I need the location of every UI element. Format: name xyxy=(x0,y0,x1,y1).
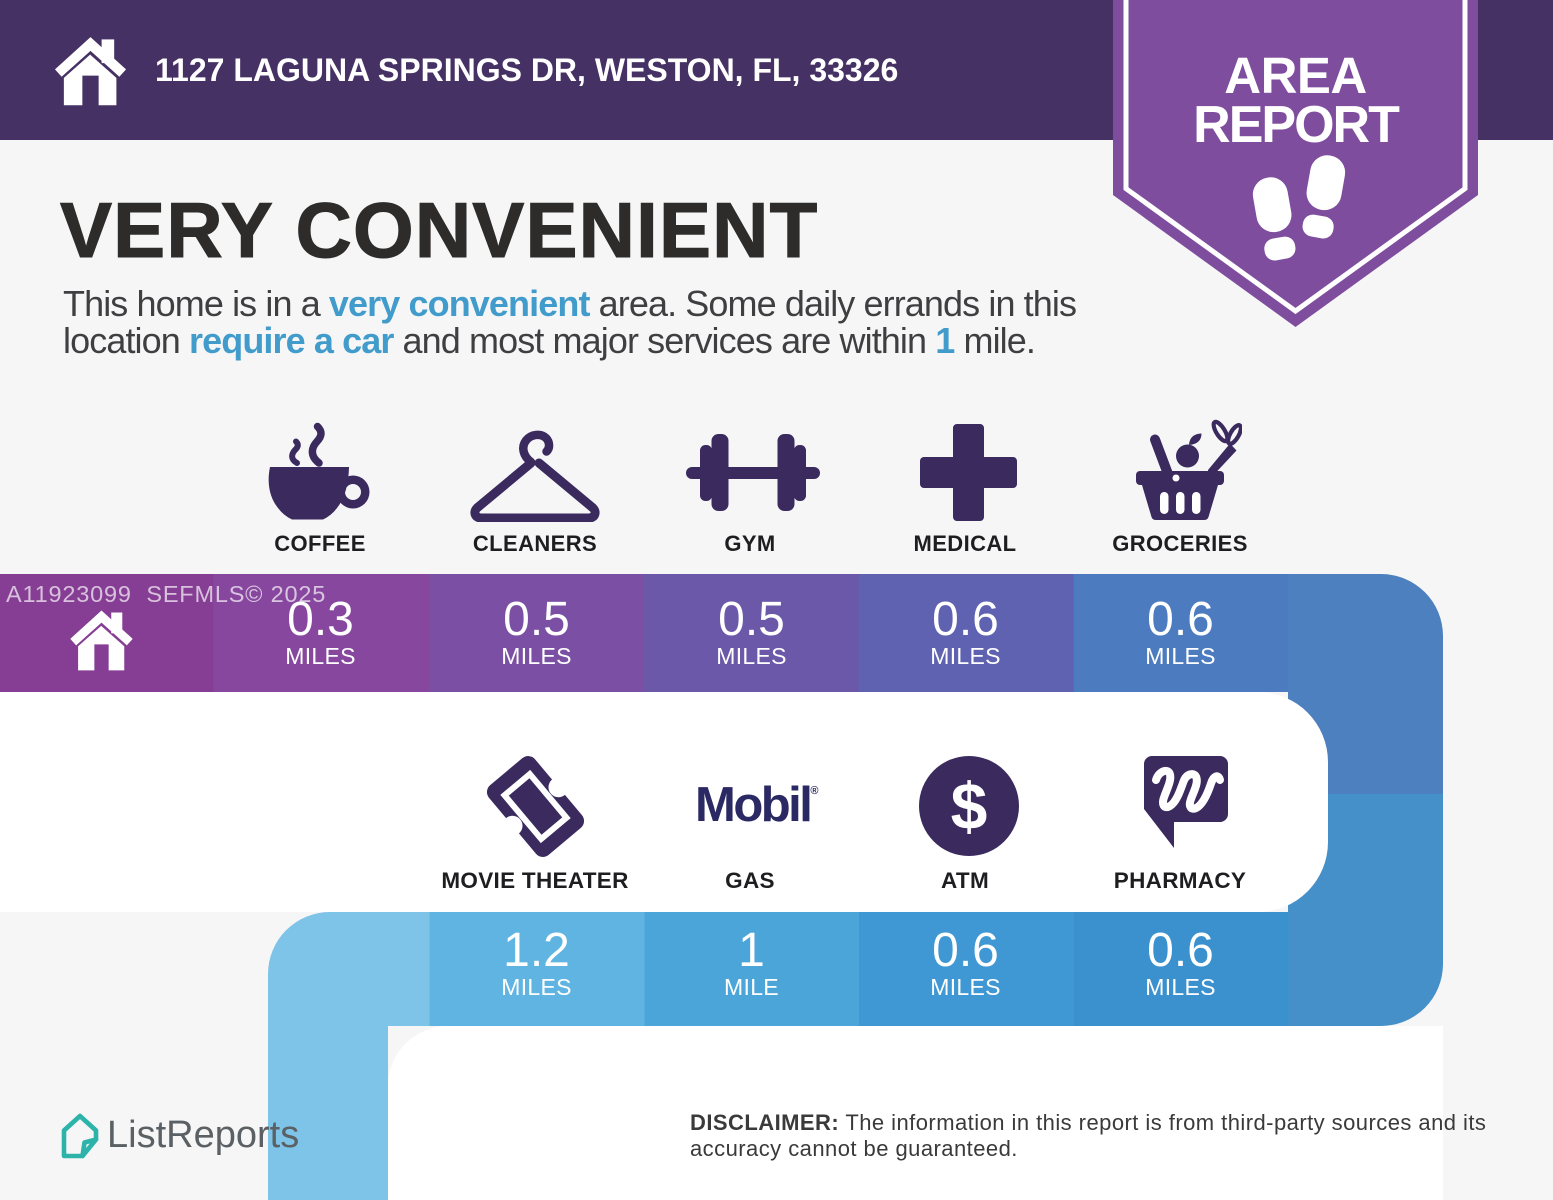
svg-text:REPORT: REPORT xyxy=(1193,96,1400,154)
svg-text:$: $ xyxy=(951,769,988,843)
svg-text:AREA: AREA xyxy=(1224,47,1367,104)
